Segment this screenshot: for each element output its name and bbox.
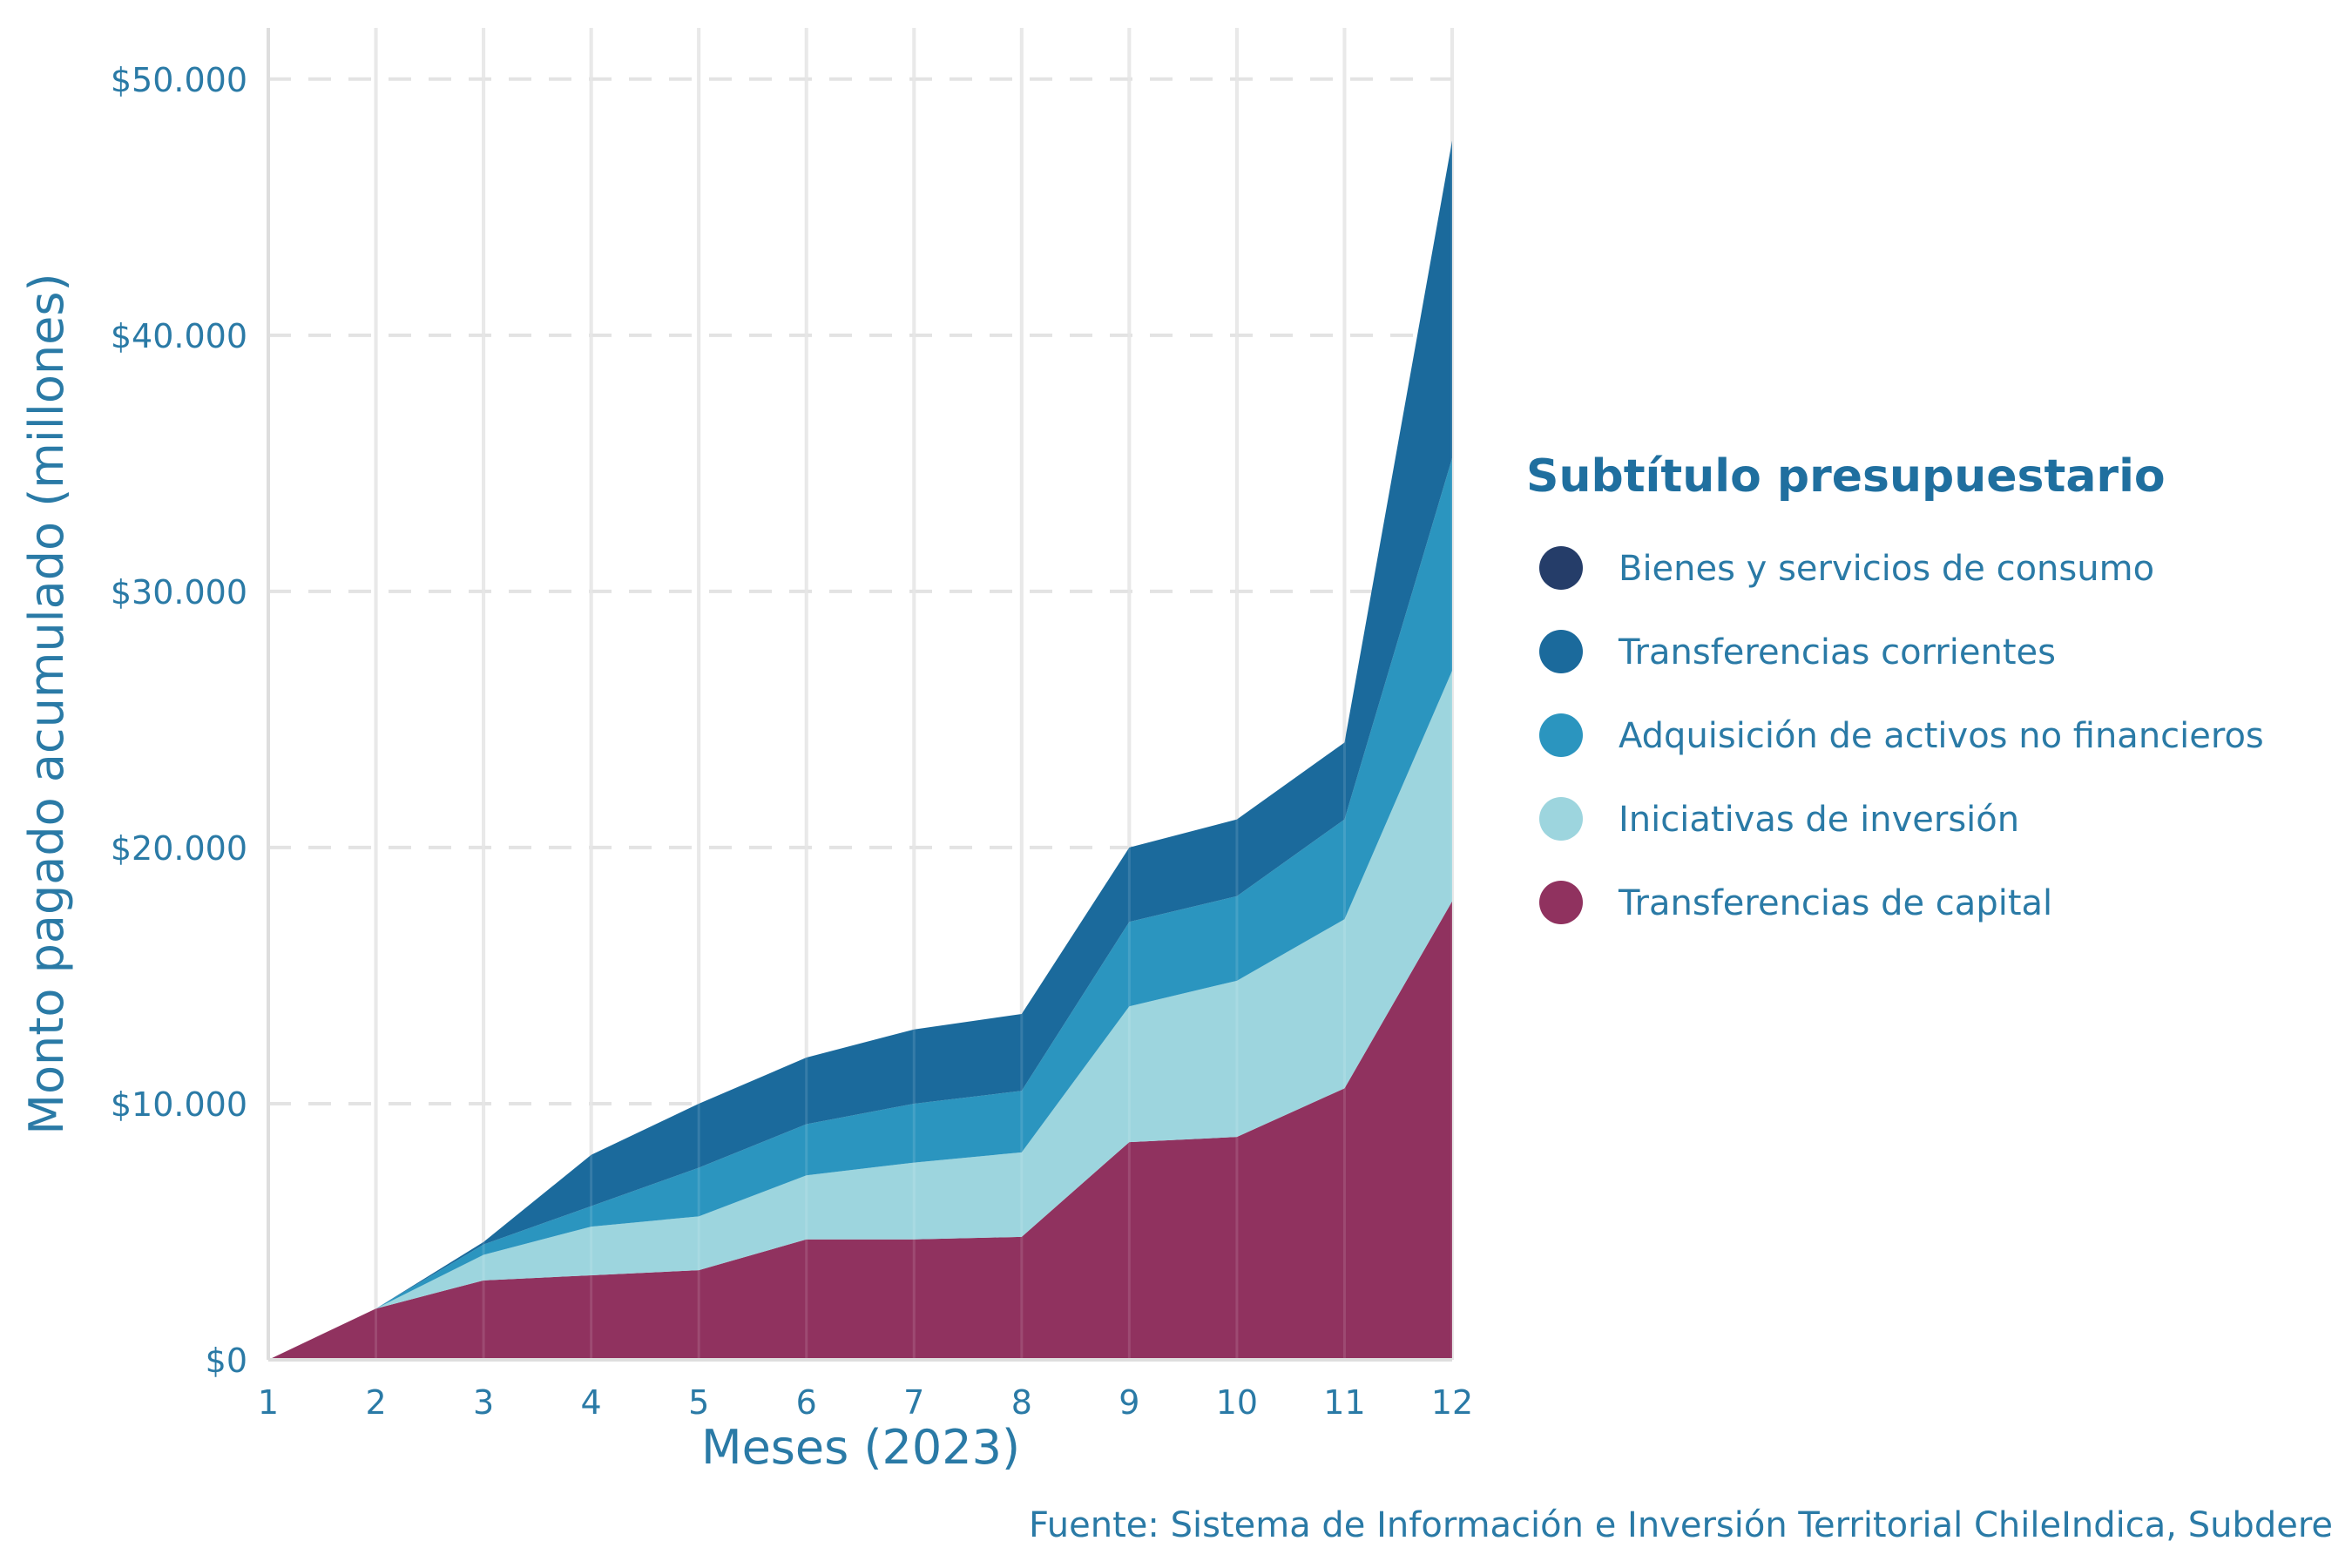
y-tick-label: $20.000 xyxy=(111,829,247,868)
area-transferencias-de-capital xyxy=(268,901,1452,1360)
area-iniciativas-de-inversi-n xyxy=(268,671,1452,1360)
legend-swatch xyxy=(1539,546,1583,590)
y-tick-label: $10.000 xyxy=(111,1085,247,1124)
y-axis-title: Monto pagado acumulado (millones) xyxy=(19,273,74,1134)
legend-swatch xyxy=(1539,797,1583,841)
area-adquisici-n-de-activos-no-financieros xyxy=(268,457,1452,1360)
x-tick-label: 2 xyxy=(365,1383,386,1422)
y-tick-label: $40.000 xyxy=(111,317,247,355)
legend: Subtítulo presupuestario Bienes y servic… xyxy=(1526,450,2264,924)
y-tick-label: $0 xyxy=(206,1342,247,1380)
x-tick-label: 6 xyxy=(796,1383,817,1422)
source-caption: Fuente: Sistema de Información e Inversi… xyxy=(1029,1505,2333,1545)
legend-label: Transferencias corrientes xyxy=(1618,632,2056,672)
x-tick-label: 10 xyxy=(1216,1383,1258,1422)
legend-swatch xyxy=(1539,881,1583,924)
legend-label: Transferencias de capital xyxy=(1618,883,2052,923)
x-tick-label: 9 xyxy=(1119,1383,1139,1422)
x-tick-label: 7 xyxy=(903,1383,924,1422)
x-tick-label: 8 xyxy=(1011,1383,1032,1422)
legend-swatch xyxy=(1539,713,1583,757)
x-tick-label: 5 xyxy=(688,1383,709,1422)
x-tick-label: 11 xyxy=(1323,1383,1365,1422)
area-series xyxy=(267,28,1454,1360)
y-tick-label: $30.000 xyxy=(111,573,247,612)
x-tick-label: 12 xyxy=(1431,1383,1473,1422)
legend-label: Iniciativas de inversión xyxy=(1619,800,2019,840)
legend-title: Subtítulo presupuestario xyxy=(1526,450,2166,503)
legend-label: Bienes y servicios de consumo xyxy=(1619,549,2154,589)
legend-swatch xyxy=(1539,630,1583,673)
legend-label: Adquisición de activos no financieros xyxy=(1619,716,2264,756)
x-tick-label: 4 xyxy=(581,1383,602,1422)
x-tick-label: 3 xyxy=(473,1383,494,1422)
y-tick-label: $50.000 xyxy=(111,61,247,99)
x-tick-label: 1 xyxy=(258,1383,279,1422)
x-axis-title: Meses (2023) xyxy=(701,1420,1020,1475)
